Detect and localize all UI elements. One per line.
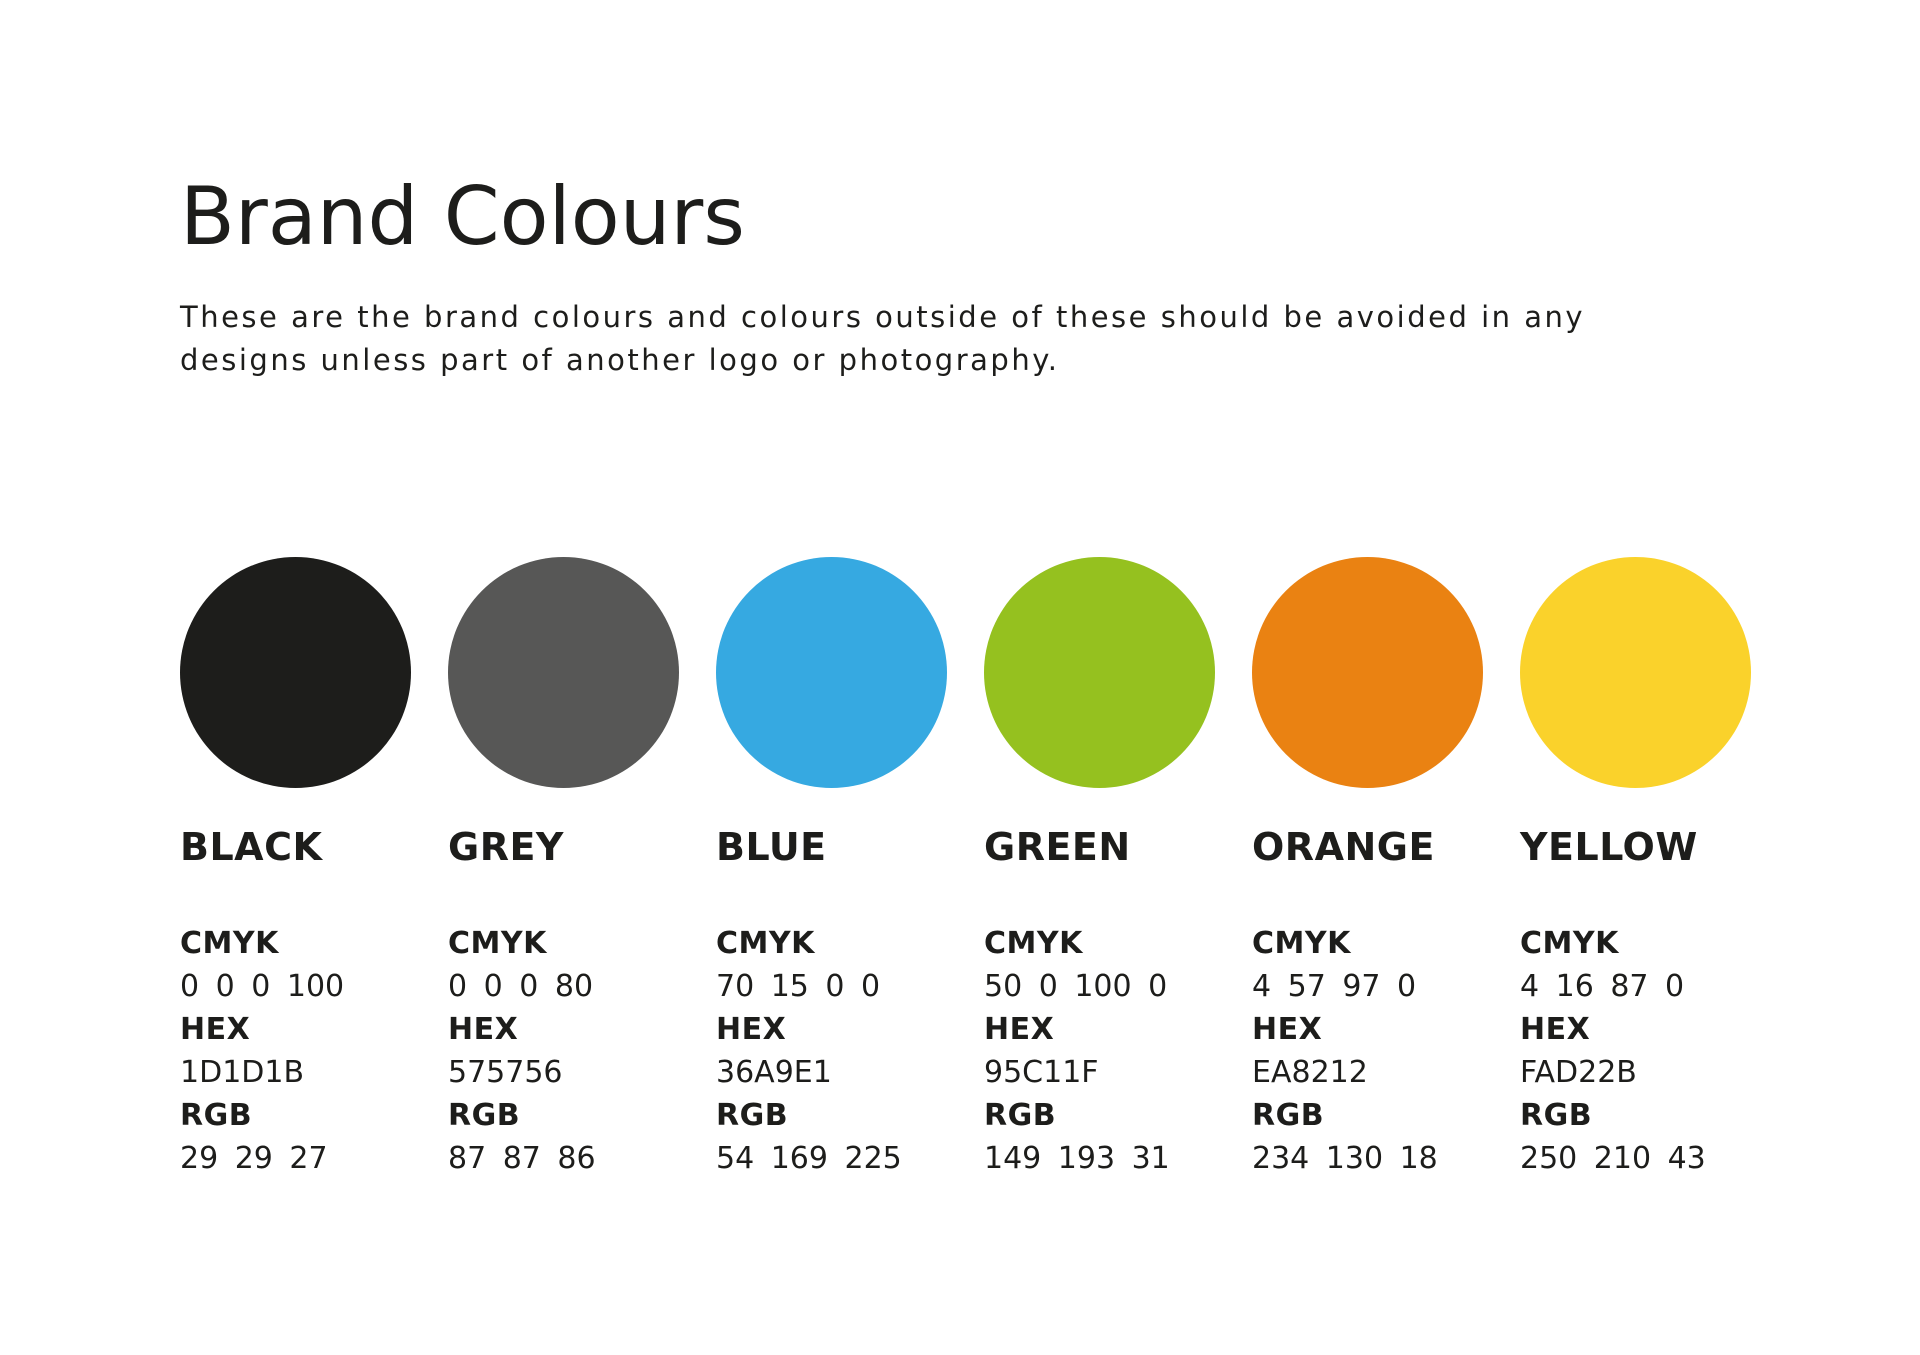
swatch-column-blue: BLUE CMYK 70 15 0 0 HEX 36A9E1 RGB 54 16… — [716, 557, 947, 1180]
swatch-details: CMYK 4 57 97 0 HEX EA8212 RGB 234 130 18 — [1252, 922, 1483, 1180]
rgb-label: RGB — [984, 1098, 1057, 1133]
rgb-label: RGB — [180, 1098, 253, 1133]
cmyk-label: CMYK — [1520, 926, 1619, 961]
hex-value: 95C11F — [984, 1055, 1099, 1090]
swatch-name: GREY — [448, 825, 564, 869]
rgb-value: 149 193 31 — [984, 1141, 1170, 1176]
green-color-circle — [984, 557, 1215, 788]
swatch-details: CMYK 0 0 0 80 HEX 575756 RGB 87 87 86 — [448, 922, 679, 1180]
hex-value: FAD22B — [1520, 1055, 1637, 1090]
swatch-details: CMYK 70 15 0 0 HEX 36A9E1 RGB 54 169 225 — [716, 922, 947, 1180]
cmyk-value: 4 57 97 0 — [1252, 969, 1417, 1004]
cmyk-label: CMYK — [448, 926, 547, 961]
swatch-name: BLUE — [716, 825, 827, 869]
blue-color-circle — [716, 557, 947, 788]
hex-value: 36A9E1 — [716, 1055, 832, 1090]
swatch-details: CMYK 4 16 87 0 HEX FAD22B RGB 250 210 43 — [1520, 922, 1751, 1180]
rgb-value: 234 130 18 — [1252, 1141, 1438, 1176]
page-description: These are the brand colours and colours … — [180, 300, 1586, 377]
swatch-column-orange: ORANGE CMYK 4 57 97 0 HEX EA8212 RGB 234… — [1252, 557, 1483, 1180]
hex-value: 575756 — [448, 1055, 563, 1090]
cmyk-value: 0 0 0 80 — [448, 969, 594, 1004]
rgb-label: RGB — [1520, 1098, 1593, 1133]
yellow-color-circle — [1520, 557, 1751, 788]
rgb-label: RGB — [448, 1098, 521, 1133]
rgb-value: 87 87 86 — [448, 1141, 596, 1176]
swatch-details: CMYK 0 0 0 100 HEX 1D1D1B RGB 29 29 27 — [180, 922, 411, 1180]
swatch-column-black: BLACK CMYK 0 0 0 100 HEX 1D1D1B RGB 29 2… — [180, 557, 411, 1180]
hex-label: HEX — [448, 1012, 519, 1047]
rgb-value: 54 169 225 — [716, 1141, 902, 1176]
grey-color-circle — [448, 557, 679, 788]
cmyk-value: 70 15 0 0 — [716, 969, 881, 1004]
rgb-value: 250 210 43 — [1520, 1141, 1706, 1176]
cmyk-label: CMYK — [984, 926, 1083, 961]
swatch-grid: BLACK CMYK 0 0 0 100 HEX 1D1D1B RGB 29 2… — [180, 557, 1920, 1180]
hex-label: HEX — [716, 1012, 787, 1047]
rgb-value: 29 29 27 — [180, 1141, 328, 1176]
hex-label: HEX — [984, 1012, 1055, 1047]
hex-label: HEX — [1520, 1012, 1591, 1047]
swatch-name: ORANGE — [1252, 825, 1435, 869]
swatch-name: BLACK — [180, 825, 323, 869]
cmyk-label: CMYK — [716, 926, 815, 961]
rgb-label: RGB — [1252, 1098, 1325, 1133]
rgb-label: RGB — [716, 1098, 789, 1133]
swatch-name: YELLOW — [1520, 825, 1698, 869]
cmyk-label: CMYK — [1252, 926, 1351, 961]
hex-label: HEX — [180, 1012, 251, 1047]
orange-color-circle — [1252, 557, 1483, 788]
hex-label: HEX — [1252, 1012, 1323, 1047]
page-title: Brand Colours — [180, 170, 745, 263]
swatch-column-green: GREEN CMYK 50 0 100 0 HEX 95C11F RGB 149… — [984, 557, 1215, 1180]
cmyk-label: CMYK — [180, 926, 279, 961]
cmyk-value: 4 16 87 0 — [1520, 969, 1685, 1004]
swatch-column-grey: GREY CMYK 0 0 0 80 HEX 575756 RGB 87 87 … — [448, 557, 679, 1180]
black-color-circle — [180, 557, 411, 788]
hex-value: EA8212 — [1252, 1055, 1368, 1090]
swatch-details: CMYK 50 0 100 0 HEX 95C11F RGB 149 193 3… — [984, 922, 1215, 1180]
hex-value: 1D1D1B — [180, 1055, 305, 1090]
cmyk-value: 0 0 0 100 — [180, 969, 345, 1004]
cmyk-value: 50 0 100 0 — [984, 969, 1168, 1004]
swatch-column-yellow: YELLOW CMYK 4 16 87 0 HEX FAD22B RGB 250… — [1520, 557, 1751, 1180]
swatch-name: GREEN — [984, 825, 1131, 869]
